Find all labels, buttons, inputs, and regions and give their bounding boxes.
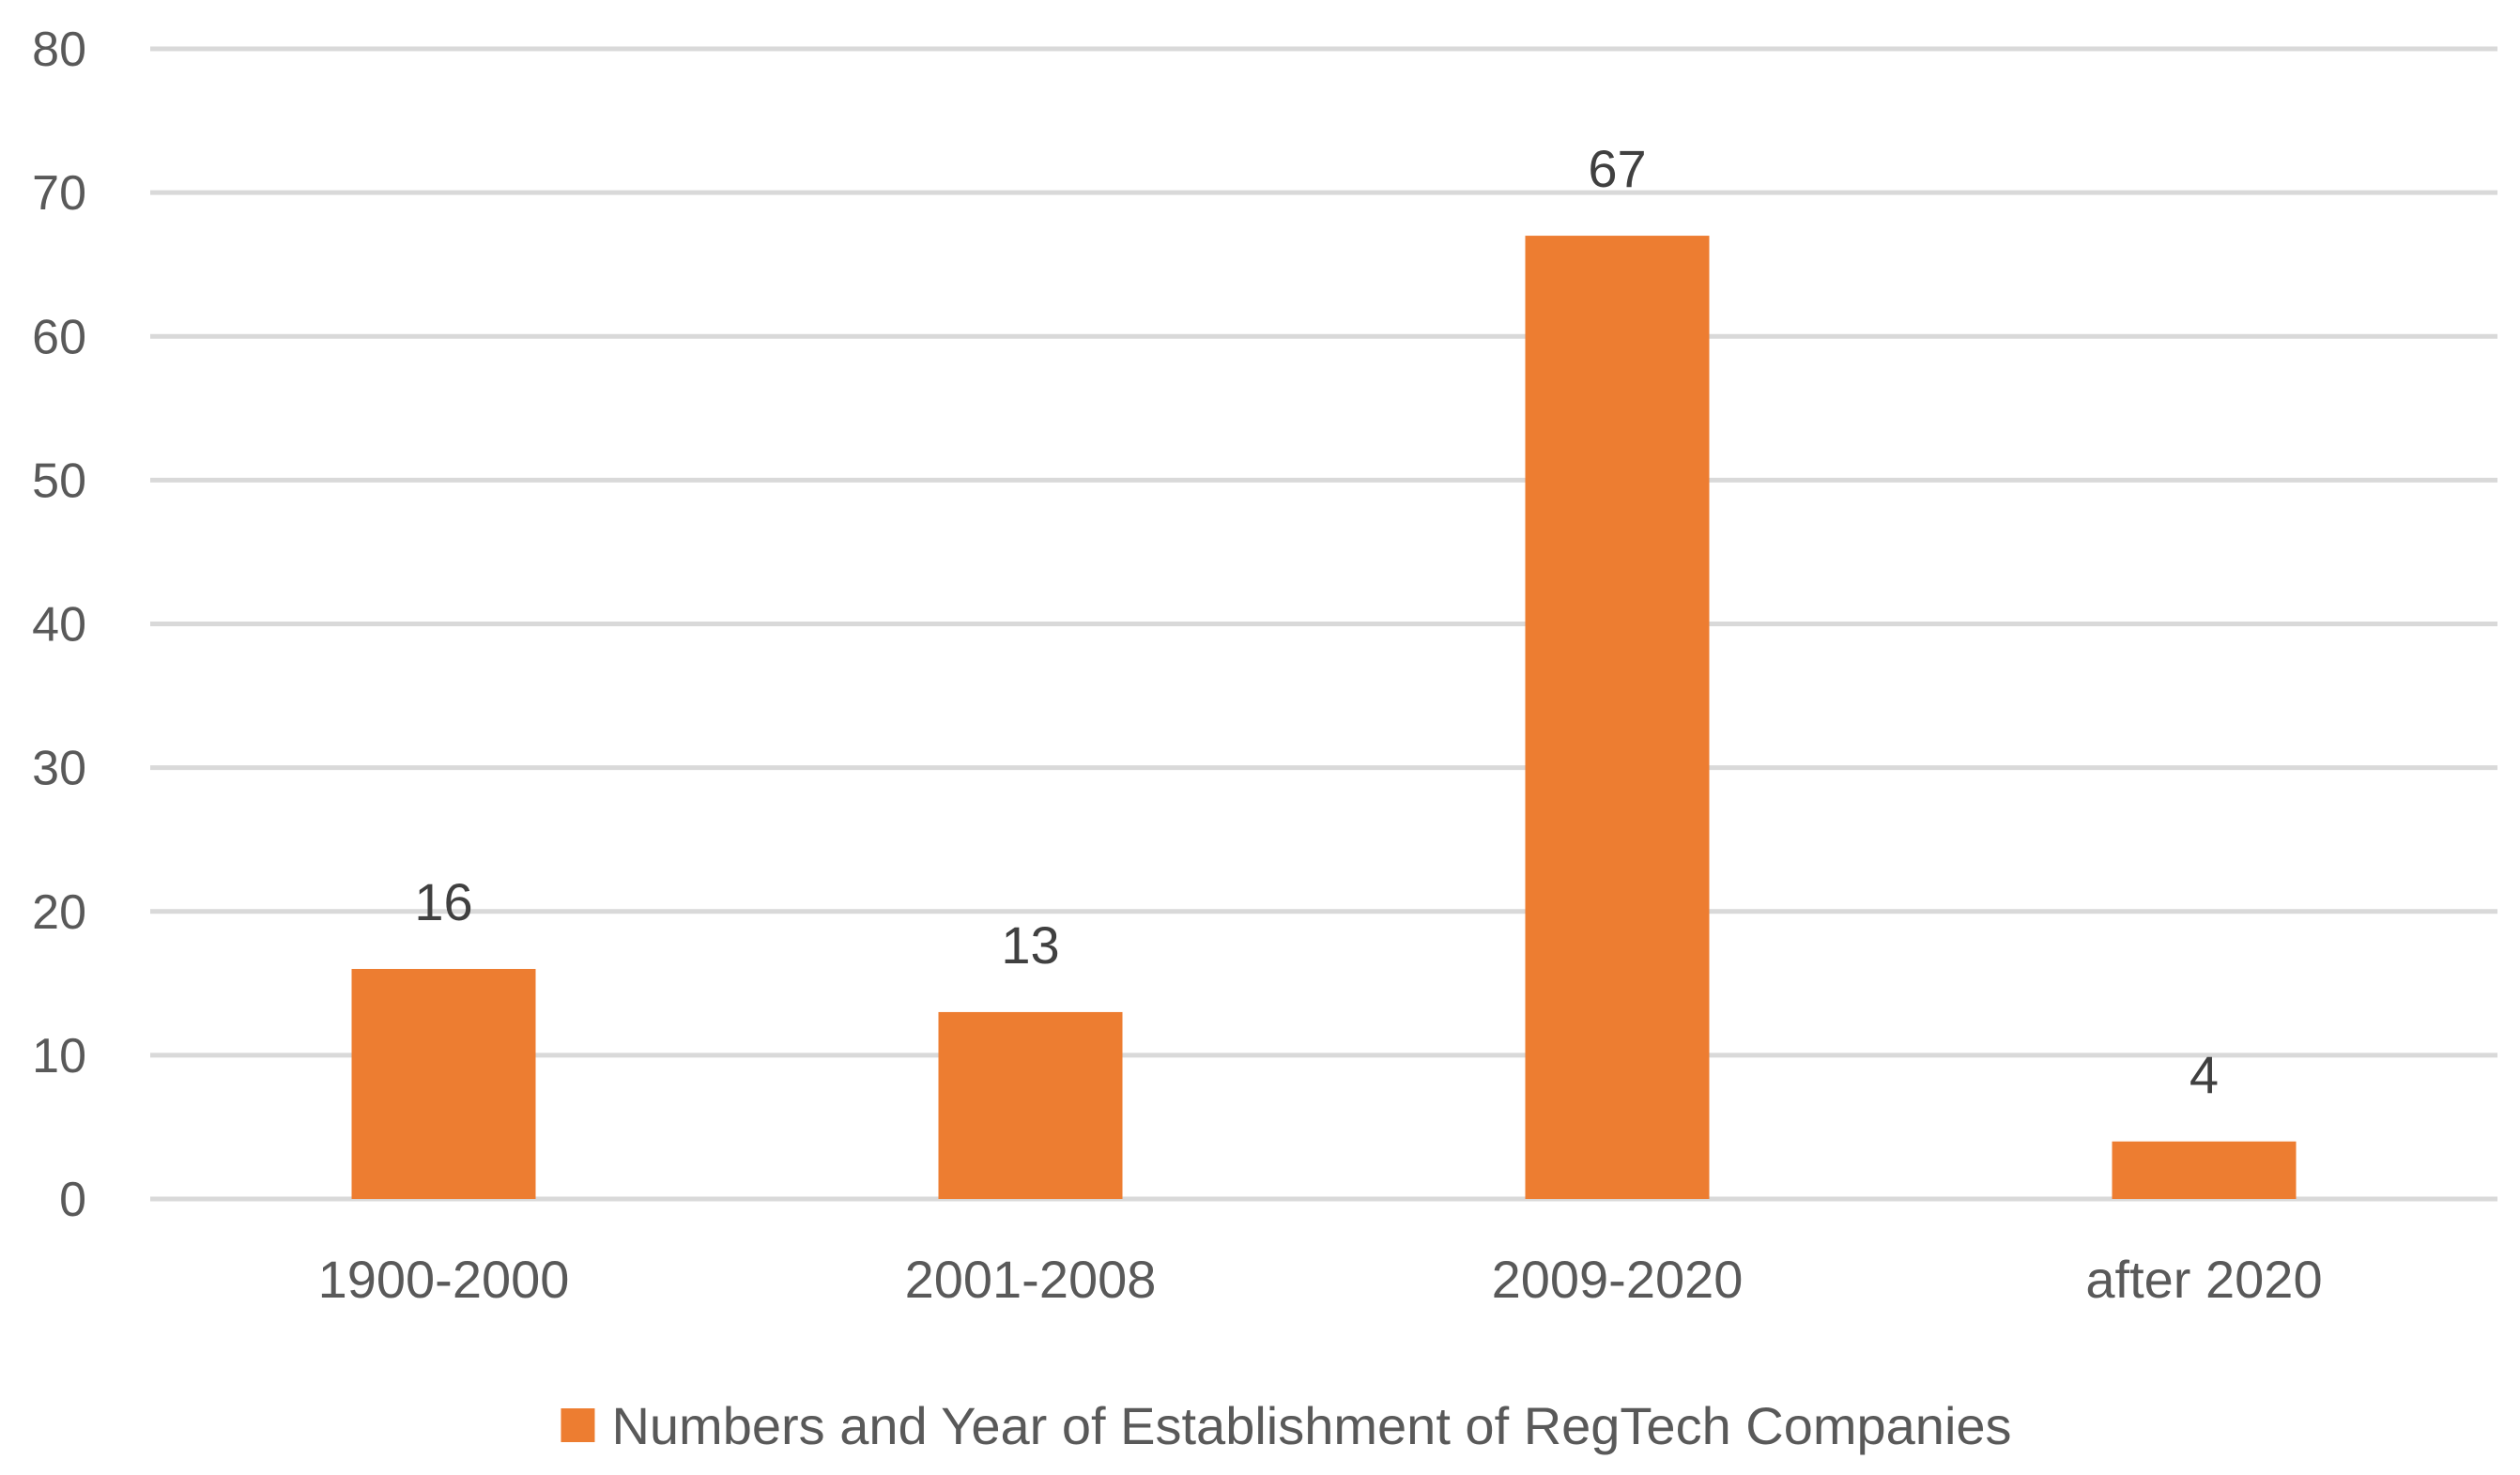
y-tick-label: 40 bbox=[32, 598, 86, 653]
bar bbox=[1525, 236, 1710, 1199]
x-category-label: 2009-2020 bbox=[1492, 1250, 1744, 1309]
y-tick-label: 30 bbox=[32, 742, 86, 796]
data-labels: 16 13 67 4 bbox=[414, 139, 2219, 1104]
data-label: 16 bbox=[414, 872, 472, 931]
legend-swatch bbox=[561, 1408, 595, 1442]
legend: Numbers and Year of Establishment of Reg… bbox=[561, 1396, 2012, 1455]
x-category-label: 2001-2008 bbox=[905, 1250, 1157, 1309]
bar bbox=[938, 1011, 1123, 1199]
x-category-label: after 2020 bbox=[2085, 1250, 2322, 1309]
x-axis-category-labels: 1900-2000 2001-2008 2009-2020 after 2020 bbox=[318, 1250, 2323, 1309]
bar bbox=[351, 969, 536, 1199]
bars bbox=[351, 236, 2297, 1199]
bar bbox=[2112, 1141, 2297, 1199]
legend-label: Numbers and Year of Establishment of Reg… bbox=[611, 1396, 2011, 1455]
y-tick-label: 0 bbox=[59, 1173, 86, 1227]
data-label: 67 bbox=[1588, 139, 1646, 198]
y-tick-label: 70 bbox=[32, 166, 86, 221]
y-tick-label: 50 bbox=[32, 453, 86, 508]
x-category-label: 1900-2000 bbox=[318, 1250, 570, 1309]
y-tick-label: 10 bbox=[32, 1029, 86, 1083]
data-label: 4 bbox=[2190, 1045, 2219, 1104]
y-tick-label: 60 bbox=[32, 310, 86, 364]
data-label: 13 bbox=[1001, 915, 1059, 975]
y-axis-tick-labels: 0 10 20 30 40 50 60 70 80 bbox=[32, 23, 86, 1227]
y-tick-label: 20 bbox=[32, 885, 86, 940]
y-tick-label: 80 bbox=[32, 23, 86, 77]
gridlines bbox=[150, 46, 2497, 1202]
